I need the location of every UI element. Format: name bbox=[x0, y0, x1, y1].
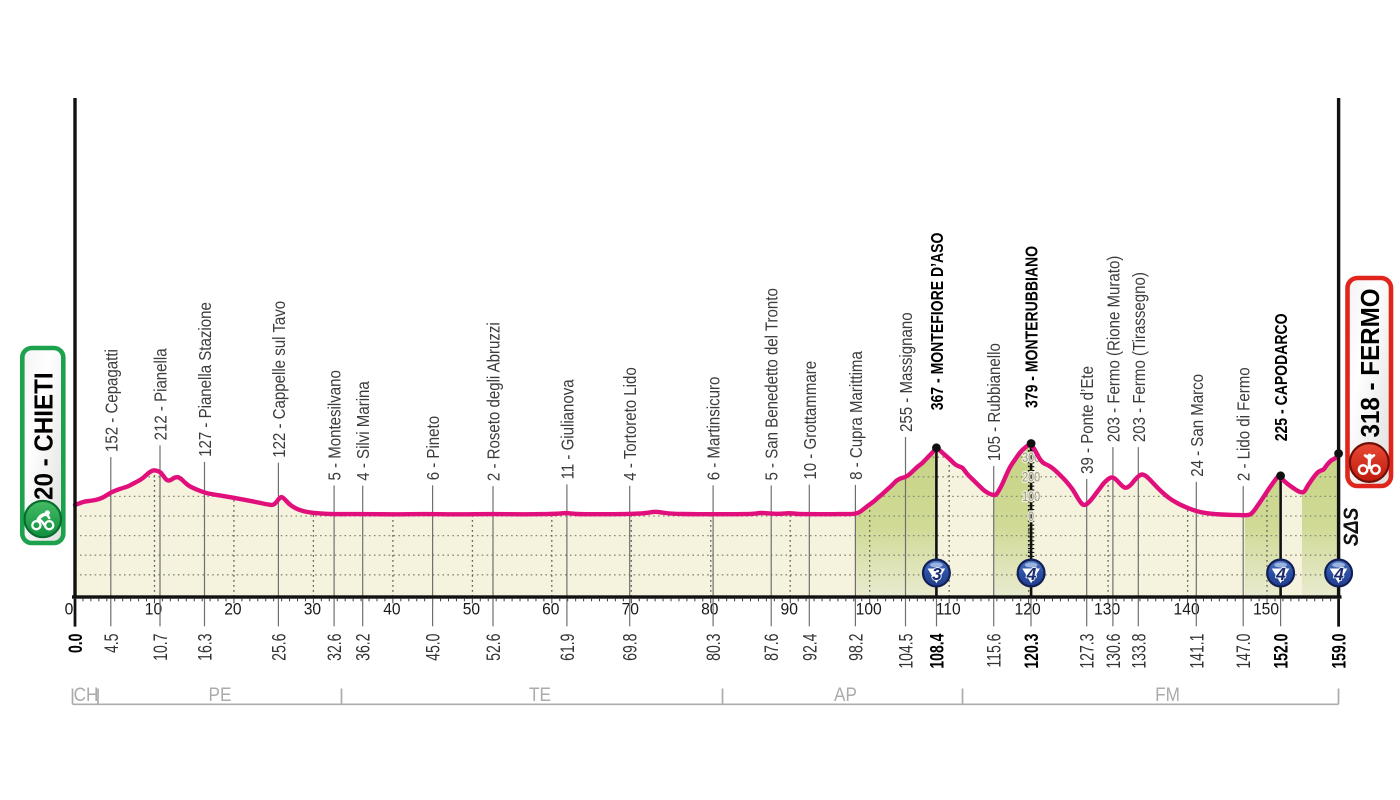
svg-text:90: 90 bbox=[781, 600, 798, 619]
svg-text:110: 110 bbox=[936, 600, 961, 619]
svg-text:45.0: 45.0 bbox=[423, 634, 445, 661]
svg-text:30: 30 bbox=[304, 600, 321, 619]
svg-text:10 - Grottammare: 10 - Grottammare bbox=[801, 361, 820, 480]
svg-text:159.0: 159.0 bbox=[1329, 634, 1351, 669]
svg-text:4.5: 4.5 bbox=[101, 634, 123, 654]
svg-text:60: 60 bbox=[542, 600, 559, 619]
svg-text:367 - MONTEFIORE D’ASO: 367 - MONTEFIORE D’ASO bbox=[927, 233, 947, 411]
svg-text:SΔS: SΔS bbox=[1340, 507, 1363, 546]
svg-text:203 - Fermo (Rione Murato): 203 - Fermo (Rione Murato) bbox=[1104, 256, 1123, 442]
svg-text:104.5: 104.5 bbox=[895, 634, 917, 669]
svg-text:40: 40 bbox=[383, 600, 400, 619]
svg-text:150: 150 bbox=[1253, 600, 1279, 619]
svg-text:140: 140 bbox=[1174, 600, 1200, 619]
svg-text:25.6: 25.6 bbox=[268, 634, 290, 661]
svg-text:36.2: 36.2 bbox=[353, 634, 375, 661]
svg-text:80.3: 80.3 bbox=[703, 634, 725, 661]
svg-text:50: 50 bbox=[463, 600, 480, 619]
svg-text:120.3: 120.3 bbox=[1021, 634, 1043, 669]
svg-text:80: 80 bbox=[701, 600, 718, 619]
svg-text:61.9: 61.9 bbox=[557, 634, 579, 661]
svg-text:100: 100 bbox=[1022, 489, 1040, 504]
svg-text:130: 130 bbox=[1094, 600, 1120, 619]
svg-text:379 - MONTERUBBIANO: 379 - MONTERUBBIANO bbox=[1022, 246, 1042, 408]
svg-text:69.8: 69.8 bbox=[620, 634, 642, 661]
svg-text:32.6: 32.6 bbox=[324, 634, 346, 661]
svg-text:6 - Pineto: 6 - Pineto bbox=[424, 416, 443, 480]
svg-text:318 - FERMO: 318 - FERMO bbox=[1356, 288, 1385, 437]
svg-text:203 - Fermo (Tirassegno): 203 - Fermo (Tirassegno) bbox=[1130, 272, 1149, 442]
svg-text:TE: TE bbox=[529, 683, 551, 705]
svg-text:8 - Cupra Marittima: 8 - Cupra Marittima bbox=[847, 350, 866, 480]
svg-text:98.2: 98.2 bbox=[845, 634, 867, 661]
svg-text:0: 0 bbox=[65, 600, 74, 619]
svg-text:152.0: 152.0 bbox=[1271, 634, 1293, 669]
svg-text:FM: FM bbox=[1155, 683, 1180, 705]
svg-text:52.6: 52.6 bbox=[483, 634, 505, 661]
svg-text:4: 4 bbox=[1333, 564, 1344, 584]
svg-text:200: 200 bbox=[1022, 469, 1040, 484]
svg-text:147.0: 147.0 bbox=[1233, 634, 1255, 669]
svg-text:4 - Tortoreto Lido: 4 - Tortoreto Lido bbox=[621, 367, 640, 480]
svg-text:127 - Pianella Stazione: 127 - Pianella Stazione bbox=[196, 302, 215, 457]
svg-text:127.3: 127.3 bbox=[1077, 634, 1099, 669]
svg-text:5 - San Benedetto del Tronto: 5 - San Benedetto del Tronto bbox=[763, 288, 782, 480]
svg-text:212 - Pianella: 212 - Pianella bbox=[151, 348, 170, 441]
svg-text:92.4: 92.4 bbox=[799, 634, 821, 661]
svg-text:100: 100 bbox=[856, 600, 882, 619]
svg-text:CH: CH bbox=[74, 683, 99, 705]
svg-text:16.3: 16.3 bbox=[194, 634, 216, 661]
svg-text:24 - San Marco: 24 - San Marco bbox=[1188, 374, 1207, 477]
svg-text:3: 3 bbox=[932, 564, 942, 584]
svg-text:0.0: 0.0 bbox=[65, 634, 87, 654]
svg-text:4 - Silvi Marina: 4 - Silvi Marina bbox=[354, 380, 373, 480]
svg-text:AP: AP bbox=[834, 683, 857, 705]
svg-text:122 - Cappelle sul Tavo: 122 - Cappelle sul Tavo bbox=[270, 301, 289, 458]
svg-text:20 - CHIETI: 20 - CHIETI bbox=[30, 372, 59, 500]
svg-text:PE: PE bbox=[209, 683, 232, 705]
svg-text:115.6: 115.6 bbox=[984, 634, 1006, 668]
svg-text:108.4: 108.4 bbox=[926, 633, 948, 669]
svg-text:120: 120 bbox=[1015, 600, 1041, 619]
svg-text:105 - Rubbianello: 105 - Rubbianello bbox=[985, 343, 1004, 461]
svg-text:130.6: 130.6 bbox=[1103, 634, 1125, 669]
svg-text:11 - Giulianova: 11 - Giulianova bbox=[558, 378, 577, 479]
svg-text:133.8: 133.8 bbox=[1128, 634, 1150, 669]
svg-text:20: 20 bbox=[224, 600, 241, 619]
svg-text:152 - Cepagatti: 152 - Cepagatti bbox=[102, 349, 121, 452]
svg-text:4: 4 bbox=[1026, 564, 1037, 584]
svg-text:2 - Lido di Fermo: 2 - Lido di Fermo bbox=[1235, 367, 1254, 481]
svg-text:87.6: 87.6 bbox=[761, 634, 783, 661]
svg-text:225 - CAPODARCO: 225 - CAPODARCO bbox=[1271, 313, 1291, 441]
svg-text:255 - Massignano: 255 - Massignano bbox=[897, 312, 916, 432]
svg-text:4: 4 bbox=[1275, 564, 1286, 584]
svg-text:10: 10 bbox=[145, 600, 162, 619]
svg-text:10.7: 10.7 bbox=[150, 634, 172, 661]
svg-text:141.1: 141.1 bbox=[1186, 634, 1208, 669]
svg-text:5 - Montesilvano: 5 - Montesilvano bbox=[326, 370, 345, 480]
svg-text:0: 0 bbox=[1028, 509, 1034, 524]
svg-text:2 - Roseto degli Abruzzi: 2 - Roseto degli Abruzzi bbox=[484, 322, 503, 481]
svg-text:6 - Martinsicuro: 6 - Martinsicuro bbox=[705, 377, 724, 481]
svg-text:39 - Ponte d’Ete: 39 - Ponte d’Ete bbox=[1078, 366, 1097, 474]
